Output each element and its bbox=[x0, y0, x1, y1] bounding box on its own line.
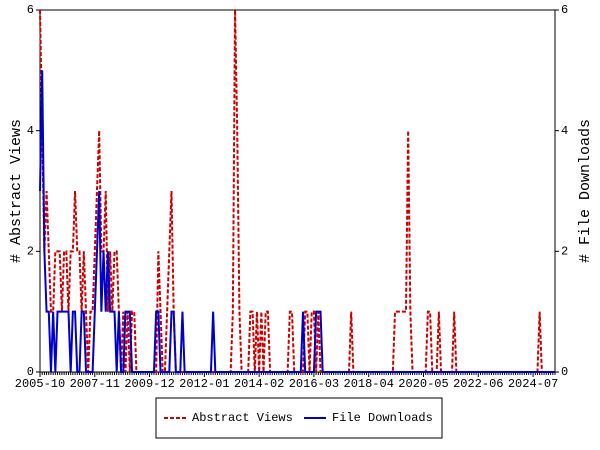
y-axis-label: # Abstract Views bbox=[8, 119, 25, 263]
y2-tick-label: 6 bbox=[561, 3, 568, 17]
y2-tick-label: 0 bbox=[561, 365, 568, 379]
y2-tick-label: 2 bbox=[561, 245, 568, 259]
legend-label: Abstract Views bbox=[192, 411, 293, 425]
legend-label: File Downloads bbox=[332, 411, 433, 425]
x-tick-label: 2012-01 bbox=[179, 377, 229, 391]
x-tick-label: 2018-04 bbox=[344, 377, 394, 391]
x-tick-label: 2024-07 bbox=[508, 377, 558, 391]
series-line bbox=[39, 9, 555, 373]
y-tick-label: 6 bbox=[27, 3, 34, 17]
y2-tick-label: 4 bbox=[561, 124, 568, 138]
series-line bbox=[39, 70, 555, 373]
y-tick-label: 4 bbox=[27, 124, 34, 138]
x-tick-label: 2009-12 bbox=[124, 377, 174, 391]
y2-axis-label: # File Downloads bbox=[577, 119, 594, 263]
x-tick-label: 2016-03 bbox=[289, 377, 339, 391]
x-tick-label: 2020-05 bbox=[398, 377, 448, 391]
x-tick-label: 2005-10 bbox=[15, 377, 65, 391]
y-tick-label: 2 bbox=[27, 245, 34, 259]
plot-frame bbox=[39, 9, 556, 373]
y-tick-label: 0 bbox=[27, 365, 34, 379]
x-tick-label: 2014-02 bbox=[234, 377, 284, 391]
x-tick-label: 2007-11 bbox=[70, 377, 120, 391]
legend bbox=[155, 397, 443, 439]
x-tick-label: 2022-06 bbox=[453, 377, 503, 391]
